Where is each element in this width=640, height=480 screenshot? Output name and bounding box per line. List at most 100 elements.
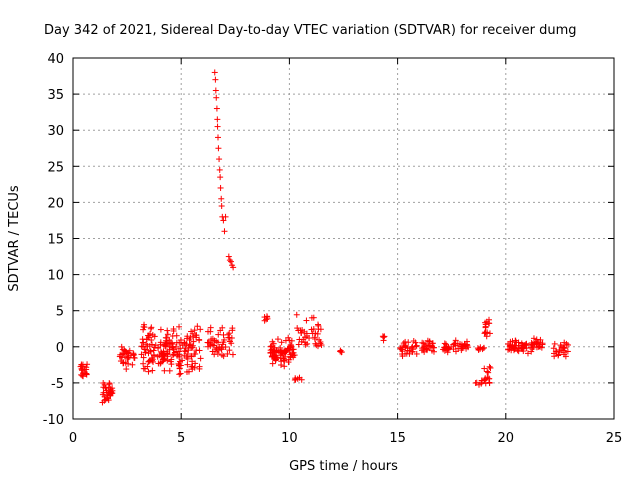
data-point	[290, 346, 297, 353]
data-point	[551, 353, 558, 360]
data-point	[162, 342, 169, 349]
data-point	[174, 351, 181, 358]
data-point	[419, 339, 426, 346]
data-point	[151, 333, 158, 340]
grid-lines	[73, 58, 614, 419]
data-point	[168, 356, 175, 363]
data-point	[482, 321, 489, 328]
data-point	[226, 330, 233, 337]
data-point	[268, 343, 275, 350]
x-tick-label: 20	[498, 431, 515, 446]
data-point	[298, 376, 305, 383]
data-point	[149, 356, 156, 363]
data-point	[219, 324, 226, 331]
data-point	[304, 340, 311, 347]
y-tick-label: 10	[47, 269, 64, 284]
data-point	[143, 346, 150, 353]
data-point	[475, 346, 482, 353]
data-point	[124, 350, 131, 357]
data-point	[188, 353, 195, 360]
data-point	[317, 340, 324, 347]
data-point	[184, 333, 191, 340]
data-point	[212, 87, 219, 94]
data-point	[131, 355, 138, 362]
data-point	[207, 328, 214, 335]
data-point	[313, 342, 320, 349]
data-point	[555, 352, 562, 359]
data-point	[530, 335, 537, 342]
data-point	[83, 370, 90, 377]
y-tick-label: 40	[47, 52, 64, 67]
data-point	[190, 333, 197, 340]
data-point	[512, 337, 519, 344]
data-point	[189, 358, 196, 365]
data-point	[191, 327, 198, 334]
data-point	[532, 339, 539, 346]
y-axis-label: SDTVAR / TECUs	[7, 185, 22, 292]
data-point	[177, 345, 184, 352]
x-tick-label: 5	[177, 431, 185, 446]
data-point	[523, 340, 530, 347]
data-point	[294, 375, 301, 382]
data-point	[227, 258, 234, 265]
data-point	[177, 339, 184, 346]
data-point	[166, 337, 173, 344]
data-point	[139, 339, 146, 346]
data-point	[550, 345, 557, 352]
data-point	[83, 371, 90, 378]
data-point	[109, 385, 116, 392]
data-point	[229, 325, 236, 332]
data-point	[524, 350, 531, 357]
data-point	[209, 348, 216, 355]
data-point	[213, 105, 220, 112]
data-point	[451, 340, 458, 347]
data-point	[101, 381, 108, 388]
data-point	[406, 350, 413, 357]
data-point	[217, 184, 224, 191]
data-point	[226, 347, 233, 354]
data-point	[539, 340, 546, 347]
data-point	[560, 344, 567, 351]
data-point	[225, 253, 232, 260]
data-point	[506, 343, 513, 350]
data-point	[441, 340, 448, 347]
data-point	[192, 360, 199, 367]
data-point	[381, 333, 388, 340]
data-point	[338, 349, 345, 356]
data-point	[515, 345, 522, 352]
data-point	[505, 346, 512, 353]
data-point	[444, 346, 451, 353]
data-point	[189, 344, 196, 351]
data-point	[161, 367, 168, 374]
data-point	[485, 369, 492, 376]
data-point	[226, 257, 233, 264]
data-point	[472, 380, 479, 387]
data-point	[482, 380, 489, 387]
data-point	[116, 353, 123, 360]
data-point	[487, 364, 494, 371]
data-point	[221, 336, 228, 343]
y-tick-label: 30	[47, 124, 64, 139]
data-point	[510, 347, 517, 354]
data-point	[564, 341, 571, 348]
data-point	[173, 332, 180, 339]
data-point	[522, 341, 529, 348]
data-point	[229, 351, 236, 358]
data-point	[146, 358, 153, 365]
data-point	[83, 364, 90, 371]
data-point	[481, 344, 488, 351]
data-point	[79, 367, 86, 374]
data-point	[192, 350, 199, 357]
y-tick-label: 15	[47, 233, 64, 248]
data-point	[130, 352, 137, 359]
y-tick-label: 5	[56, 305, 64, 320]
data-point	[530, 344, 537, 351]
data-point	[311, 334, 318, 341]
data-point	[84, 361, 91, 368]
data-point	[214, 116, 221, 123]
data-point	[169, 341, 176, 348]
data-point	[107, 390, 114, 397]
data-point	[151, 351, 158, 358]
x-tick-label: 25	[606, 431, 623, 446]
x-tick-label: 10	[281, 431, 298, 446]
